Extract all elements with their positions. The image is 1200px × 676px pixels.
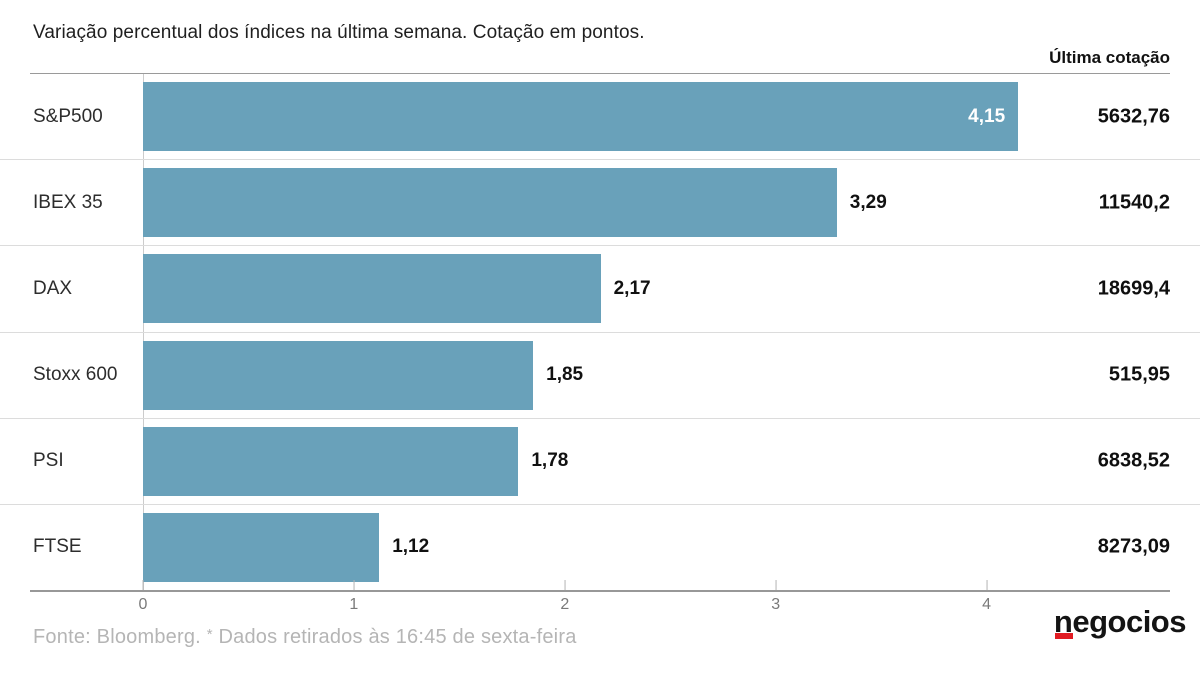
- chart-row: IBEX 35 3,29 11540,2: [0, 160, 1200, 247]
- x-axis-line: [30, 590, 1170, 592]
- index-label: IBEX 35: [33, 191, 103, 213]
- x-axis-ticks: 0 1 2 3 4: [139, 580, 1170, 620]
- source-note: Fonte: Bloomberg. * Dados retirados às 1…: [33, 626, 577, 649]
- chart-row: S&P500 4,15 5632,76: [0, 74, 1200, 161]
- negocios-logo: negocios: [1053, 604, 1187, 640]
- tick-mark: [143, 580, 144, 590]
- plot-area: 2,17: [143, 246, 1170, 331]
- logo-text: negocios: [1053, 604, 1187, 639]
- tick-label: 2: [560, 596, 570, 613]
- tick-mark: [986, 580, 988, 590]
- tick-mark: [564, 580, 566, 590]
- plot-area: 1,12: [143, 505, 1170, 590]
- footnote-asterisk: *: [206, 626, 213, 643]
- x-axis-tick: 1: [349, 580, 358, 613]
- index-label: S&P500: [33, 105, 103, 127]
- chart-row: DAX 2,17 18699,4: [0, 246, 1200, 333]
- footnote-text: Dados retirados às 16:45 de sexta-feira: [218, 626, 577, 648]
- tick-mark: [775, 580, 777, 590]
- bar-value-label: 1,85: [546, 364, 584, 386]
- bar: [143, 426, 519, 496]
- tick-label: 1: [349, 596, 359, 613]
- plot-area: 1,85: [143, 333, 1170, 418]
- index-label: FTSE: [33, 536, 82, 558]
- index-label: DAX: [33, 277, 73, 299]
- last-quote-column-header: Última cotação: [1049, 48, 1170, 67]
- bar-value-label: 3,29: [849, 191, 887, 213]
- plot-area: 4,15: [143, 74, 1170, 159]
- logo-red-underline: [1054, 633, 1073, 639]
- tick-label: 4: [982, 596, 991, 613]
- bar: [143, 168, 837, 238]
- chart-row: Stoxx 600 1,85 515,95: [0, 333, 1200, 419]
- bar: [143, 254, 601, 324]
- chart-row: FTSE 1,12 8273,09: [0, 505, 1200, 590]
- last-quote-value: 6838,52: [1097, 449, 1170, 472]
- chart-title: Variação percentual dos índices na últim…: [33, 22, 645, 43]
- x-axis-tick: 0: [139, 580, 147, 613]
- chart-row: PSI 1,78 6838,52: [0, 419, 1200, 505]
- index-label: PSI: [33, 450, 64, 472]
- tick-label: 0: [138, 596, 148, 613]
- last-quote-value: 18699,4: [1097, 277, 1170, 300]
- x-axis-tick: 4: [982, 580, 991, 613]
- plot-area: 3,29: [143, 160, 1170, 245]
- plot-area: 1,78: [143, 419, 1170, 504]
- bar-value-label: 2,17: [613, 277, 651, 299]
- source-text: Fonte: Bloomberg.: [33, 626, 201, 648]
- bar-value-label: 4,15: [968, 105, 1006, 127]
- bar-value-label: 1,12: [392, 536, 430, 558]
- header-divider: [30, 73, 1170, 74]
- bar: [143, 512, 380, 582]
- bar: [143, 340, 534, 410]
- x-axis-tick: 2: [560, 580, 569, 613]
- index-label: Stoxx 600: [33, 364, 118, 386]
- last-quote-value: 8273,09: [1097, 535, 1170, 558]
- bar-value-label: 1,78: [531, 450, 569, 472]
- tick-label: 3: [771, 596, 781, 613]
- x-axis-tick: 3: [771, 580, 780, 613]
- tick-mark: [353, 580, 355, 590]
- last-quote-value: 515,95: [1108, 363, 1170, 386]
- bar: 4,15: [143, 82, 1019, 152]
- bar-rows-container: S&P500 4,15 5632,76 IBEX 35 3,29 11540,2…: [0, 74, 1200, 590]
- last-quote-value: 11540,2: [1098, 191, 1170, 214]
- last-quote-value: 5632,76: [1097, 105, 1170, 128]
